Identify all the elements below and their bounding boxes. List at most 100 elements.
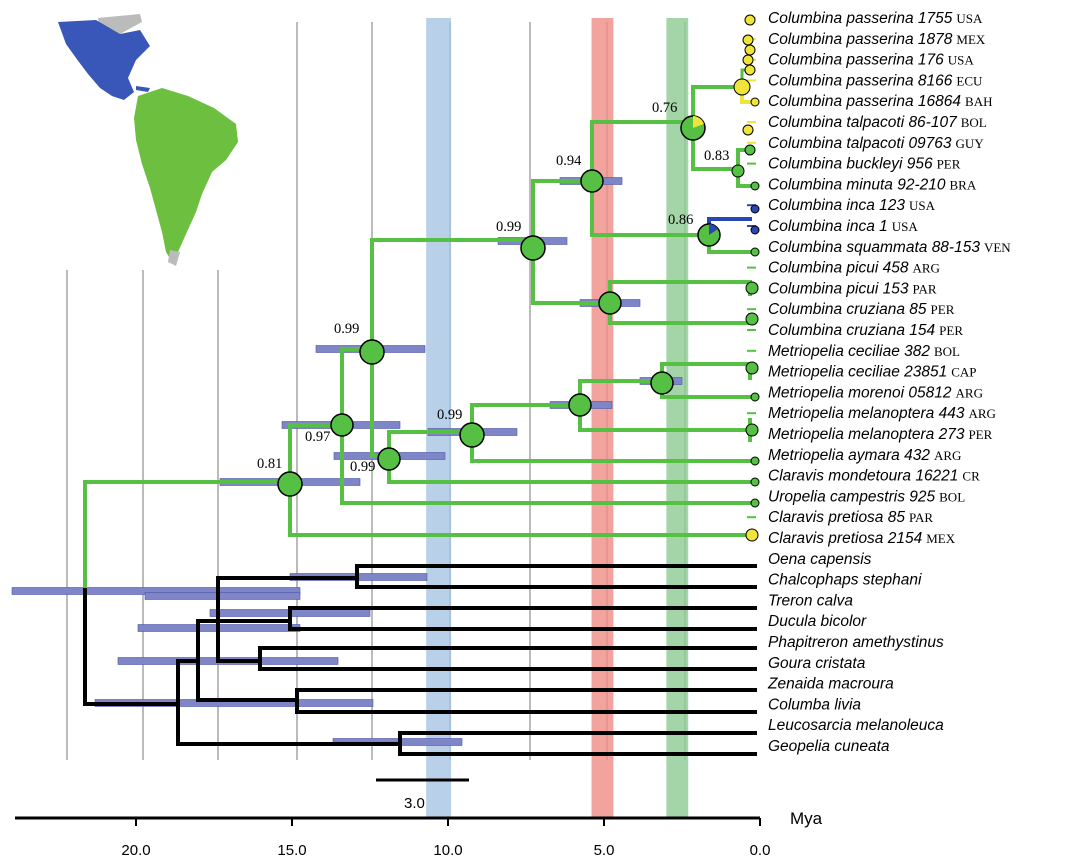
node-circle-20 (750, 477, 760, 487)
taxon-country-code: MEX (926, 531, 956, 546)
taxon-country-code: PAR (912, 281, 936, 296)
taxon-label-21: Metriopelia aymara 432 ARG (768, 447, 961, 464)
taxon-country-code: CAP (951, 365, 976, 380)
taxon-country-code: ARG (912, 261, 939, 276)
node-pie-5 (359, 339, 385, 365)
node-circle-10 (750, 181, 760, 191)
taxon-name: Claravis pretiosa 85 (768, 509, 905, 526)
taxon-country-code: BAH (965, 94, 992, 109)
range-map (58, 14, 238, 266)
branch-leucosarcia-geopelia (398, 731, 757, 756)
taxon-name: Metriopelia aymara 432 (768, 447, 930, 464)
node-circle-5 (744, 44, 756, 56)
support-value-7: 0.99 (350, 459, 375, 475)
taxon-name: Metriopelia ceciliae 382 (768, 343, 930, 360)
taxon-country-code: USA (892, 219, 919, 234)
taxon-label-0: Columbina passerina 1755 USA (768, 10, 983, 27)
taxon-label-35: Geopelia cuneata (768, 738, 890, 755)
taxon-name: Columbina picui 458 (768, 260, 909, 277)
taxon-label-23: Uropelia campestris 925 BOL (768, 488, 965, 505)
branch-node-094 (590, 120, 711, 237)
taxon-label-2: Columbina passerina 176 USA (768, 52, 974, 69)
taxon-name: Columbina talpacoti 86-107 (768, 114, 958, 131)
branch-node-081 (288, 423, 757, 537)
node-circle-16 (745, 361, 759, 375)
taxon-name: Uropelia campestris 925 (768, 488, 936, 505)
node-circle-9 (731, 164, 745, 178)
branch-root-outgroup (83, 588, 180, 706)
taxon-label-33: Columba livia (768, 696, 861, 713)
node-circle-15 (745, 312, 759, 326)
map-caribbean (136, 86, 150, 92)
taxon-country-code: PER (939, 323, 963, 338)
taxon-label-30: Phapitreron amethystinus (768, 634, 944, 651)
taxon-name: Metriopelia melanoptera 273 (768, 426, 965, 443)
taxon-name: Columbina passerina 8166 (768, 72, 953, 89)
branch-out-c (216, 576, 359, 663)
taxon-label-29: Ducula bicolor (768, 613, 867, 630)
branch-phapitreron-goura (258, 646, 757, 671)
node-circle-22 (745, 528, 759, 542)
node-pie-4 (598, 291, 622, 315)
taxon-name: Columbina passerina 1755 (768, 10, 953, 27)
taxon-name: Columbina passerina 176 (768, 52, 944, 69)
axis-tick-label-1: 15.0 (277, 842, 306, 859)
axis-tick-label-3: 5.0 (594, 842, 615, 859)
taxon-name: Metriopelia ceciliae 23851 (768, 364, 947, 381)
taxon-country-code: CR (962, 469, 980, 484)
node-circle-19 (750, 456, 760, 466)
branch-oena-chalcophaps (355, 564, 757, 589)
scale-bar-label: 3.0 (404, 795, 425, 812)
node-pie-9 (568, 393, 592, 417)
taxon-country-code: PER (968, 427, 992, 442)
node-circle-11 (750, 204, 760, 214)
node-circle-21 (750, 498, 760, 508)
band-1 (591, 18, 614, 818)
taxon-label-32: Zenaida macroura (767, 676, 894, 693)
branch-zenaida-columba (295, 688, 757, 714)
taxon-name: Oena capensis (768, 551, 872, 568)
taxon-label-8: Columbina minuta 92-210 BRA (768, 176, 977, 193)
taxon-label-28: Treron calva (768, 592, 853, 609)
taxon-label-15: Columbina cruziana 154 PER (768, 322, 963, 339)
taxon-label-13: Columbina picui 153 PAR (768, 280, 937, 297)
taxon-country-code: BOL (939, 489, 965, 504)
taxon-name: Leucosarcia melanoleuca (768, 717, 944, 734)
node-circle-0 (733, 78, 751, 96)
axis-tick-label-0: 20.0 (121, 842, 150, 859)
support-value-6: 0.97 (305, 429, 330, 445)
node-pie-086-blue-slice (709, 224, 718, 235)
taxon-label-11: Columbina squammata 88-153 VEN (768, 239, 1011, 256)
node-circle-17 (750, 392, 760, 402)
taxon-label-19: Metriopelia melanoptera 443 ARG (768, 405, 996, 422)
taxon-label-5: Columbina talpacoti 86-107 BOL (768, 114, 987, 131)
taxon-name: Columbina passerina 1878 (768, 31, 953, 48)
taxon-name: Goura cristata (768, 655, 866, 672)
node-circle-2 (742, 54, 754, 66)
hpd-bar-11 (144, 592, 301, 600)
taxon-label-1: Columbina passerina 1878 MEX (768, 31, 986, 48)
branch-out-a (176, 659, 402, 746)
taxon-country-code: VEN (984, 240, 1011, 255)
support-value-1: 0.94 (556, 153, 582, 169)
map-patagonia-tip (168, 250, 180, 266)
taxon-label-26: Oena capensis (768, 551, 872, 568)
branch-treron-ducula (216, 606, 757, 631)
branch-node-099d (531, 179, 612, 305)
taxon-country-code: USA (909, 198, 936, 213)
taxon-name: Ducula bicolor (768, 613, 867, 630)
taxon-name: Columba livia (768, 696, 861, 713)
taxon-label-9: Columbina inca 123 USA (768, 197, 936, 214)
taxon-name: Metriopelia morenoi 05812 (768, 384, 952, 401)
node-circle-6 (750, 97, 760, 107)
support-value-9: 0.81 (257, 456, 282, 472)
node-pie-6 (330, 413, 354, 437)
taxon-name: Columbina minuta 92-210 (768, 176, 946, 193)
band-2 (666, 18, 689, 818)
taxon-country-code: PER (931, 302, 955, 317)
taxon-label-18: Metriopelia morenoi 05812 ARG (768, 384, 983, 401)
taxon-name: Zenaida macroura (767, 676, 894, 693)
node-circle-8 (744, 144, 756, 156)
taxon-name: Columbina buckleyi 956 (768, 156, 933, 173)
branch-out-b (196, 619, 299, 702)
